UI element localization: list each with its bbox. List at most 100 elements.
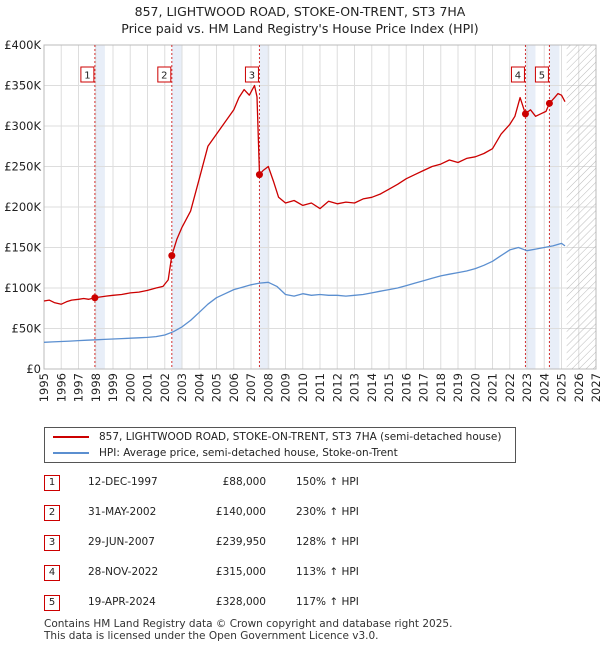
x-tick-label: 2007 xyxy=(244,373,258,402)
forecast-region xyxy=(566,45,596,369)
y-axis: £0 £50K £100K £150K £200K £250K £300K £350K £400… xyxy=(4,38,41,376)
property-price-line xyxy=(43,84,566,305)
sale-label-box xyxy=(157,66,172,83)
transaction-hpi: 128% ↑ HPI xyxy=(296,536,359,548)
y-tick-label: £200K xyxy=(4,200,41,214)
sale-label-box xyxy=(534,66,549,83)
transaction-date: 28-NOV-2022 xyxy=(88,566,159,578)
forecast-hatch xyxy=(566,45,596,369)
sale-point xyxy=(255,171,263,179)
title-line-2: Price paid vs. HM Land Registry's House … xyxy=(121,21,479,36)
x-tick-label: 2025 xyxy=(555,373,569,402)
sale-point xyxy=(168,252,176,260)
x-tick-label: 2003 xyxy=(175,373,189,402)
x-tick-label: 2016 xyxy=(399,373,413,402)
legend-swatch-hpi xyxy=(53,452,89,454)
y-tick-label: £250K xyxy=(4,160,41,174)
transaction-date: 29-JUN-2007 xyxy=(88,536,155,548)
x-tick-label: 2014 xyxy=(365,373,379,402)
x-tick-label: 1999 xyxy=(106,373,120,402)
sale-label-text: 1 xyxy=(84,71,90,82)
x-tick-label: 2004 xyxy=(192,373,206,402)
x-tick-label: 2015 xyxy=(382,373,396,402)
y-tick-label: £350K xyxy=(4,79,41,93)
sale-label-box xyxy=(244,66,259,83)
title-line-1: 857, LIGHTWOOD ROAD, STOKE-ON-TRENT, ST3… xyxy=(134,4,466,19)
transaction-hpi: 230% ↑ HPI xyxy=(296,506,359,518)
y-tick-label: £0 xyxy=(26,362,41,376)
transaction-number: 3 xyxy=(44,535,60,551)
x-tick-label: 1998 xyxy=(89,373,103,402)
transaction-hpi: 113% ↑ HPI xyxy=(296,566,359,578)
legend-label-hpi: HPI: Average price, semi-detached house,… xyxy=(99,447,398,459)
legend: 857, LIGHTWOOD ROAD, STOKE-ON-TRENT, ST3… xyxy=(44,427,516,463)
x-tick-label: 2021 xyxy=(486,373,500,402)
y-tick-label: £300K xyxy=(4,119,41,133)
chart-grid xyxy=(43,44,597,370)
sale-label-text: 4 xyxy=(515,71,521,82)
x-tick-label: 1995 xyxy=(37,373,51,402)
x-tick-label: 2019 xyxy=(451,373,465,402)
sale-label-text: 3 xyxy=(249,71,255,82)
transaction-price: £88,000 xyxy=(222,476,266,488)
x-tick-label: 2017 xyxy=(417,373,431,402)
sale-label-box xyxy=(510,66,525,83)
sale-labels: 1 2 3 4 5 xyxy=(80,66,549,83)
x-tick-label: 2000 xyxy=(123,373,137,402)
x-tick-label: 2026 xyxy=(572,373,586,402)
transaction-date: 12-DEC-1997 xyxy=(88,476,158,488)
transaction-hpi: 150% ↑ HPI xyxy=(296,476,359,488)
legend-entry-property: 857, LIGHTWOOD ROAD, STOKE-ON-TRENT, ST3… xyxy=(53,429,501,445)
sale-label-box xyxy=(80,66,95,83)
x-tick-label: 2022 xyxy=(503,373,517,402)
x-tick-label: 2001 xyxy=(141,373,155,402)
transaction-number: 2 xyxy=(44,505,60,521)
x-tick-label: 2023 xyxy=(520,373,534,402)
x-tick-label: 2012 xyxy=(330,373,344,402)
transaction-price: £328,000 xyxy=(215,596,266,608)
sale-point xyxy=(545,99,553,107)
chart-title: 857, LIGHTWOOD ROAD, STOKE-ON-TRENT, ST3… xyxy=(0,3,600,37)
transaction-date: 31-MAY-2002 xyxy=(88,506,157,518)
x-tick-label: 2002 xyxy=(158,373,172,402)
x-tick-label: 2020 xyxy=(468,373,482,402)
footer: Contains HM Land Registry data © Crown c… xyxy=(44,618,452,642)
x-axis: 1995 1996 1997 1998 1999 2000 2001 2002 2003 2004… xyxy=(37,373,600,402)
sale-label-text: 5 xyxy=(539,71,545,82)
sale-points xyxy=(91,99,553,302)
x-tick-label: 2011 xyxy=(313,373,327,402)
hpi-line xyxy=(43,242,566,343)
price-chart: 1 2 3 4 5 £0 £50K £100K £150K £200K £250K £300K £35… xyxy=(4,38,600,402)
transaction-number: 5 xyxy=(44,595,60,611)
x-tick-label: 2018 xyxy=(434,373,448,402)
x-tick-label: 1997 xyxy=(72,373,86,402)
x-tick-label: 2005 xyxy=(210,373,224,402)
x-tick-label: 2027 xyxy=(589,373,600,402)
y-tick-label: £100K xyxy=(4,281,41,295)
x-tick-label: 2009 xyxy=(279,373,293,402)
sale-point xyxy=(521,110,529,118)
footer-line-2: This data is licensed under the Open Gov… xyxy=(44,630,379,642)
y-tick-label: £50K xyxy=(12,322,42,336)
sale-vlines xyxy=(94,45,550,369)
transaction-price: £140,000 xyxy=(215,506,266,518)
legend-entry-hpi: HPI: Average price, semi-detached house,… xyxy=(53,445,398,461)
chart-series xyxy=(43,84,566,343)
transaction-number: 4 xyxy=(44,565,60,581)
legend-label-property: 857, LIGHTWOOD ROAD, STOKE-ON-TRENT, ST3… xyxy=(99,431,502,443)
transaction-hpi: 117% ↑ HPI xyxy=(296,596,359,608)
y-tick-label: £400K xyxy=(4,38,41,52)
x-tick-label: 2006 xyxy=(227,373,241,402)
sale-point xyxy=(91,294,99,302)
sale-label-text: 2 xyxy=(161,71,167,82)
x-tick-label: 2013 xyxy=(348,373,362,402)
x-tick-label: 2024 xyxy=(537,373,551,402)
y-tick-label: £150K xyxy=(4,241,41,255)
transaction-price: £239,950 xyxy=(215,536,266,548)
x-tick-label: 1996 xyxy=(54,373,68,402)
transaction-date: 19-APR-2024 xyxy=(88,596,156,608)
transaction-price: £315,000 xyxy=(215,566,266,578)
x-tick-label: 2008 xyxy=(261,373,275,402)
x-tick-label: 2010 xyxy=(296,373,310,402)
legend-swatch-property xyxy=(53,436,89,438)
